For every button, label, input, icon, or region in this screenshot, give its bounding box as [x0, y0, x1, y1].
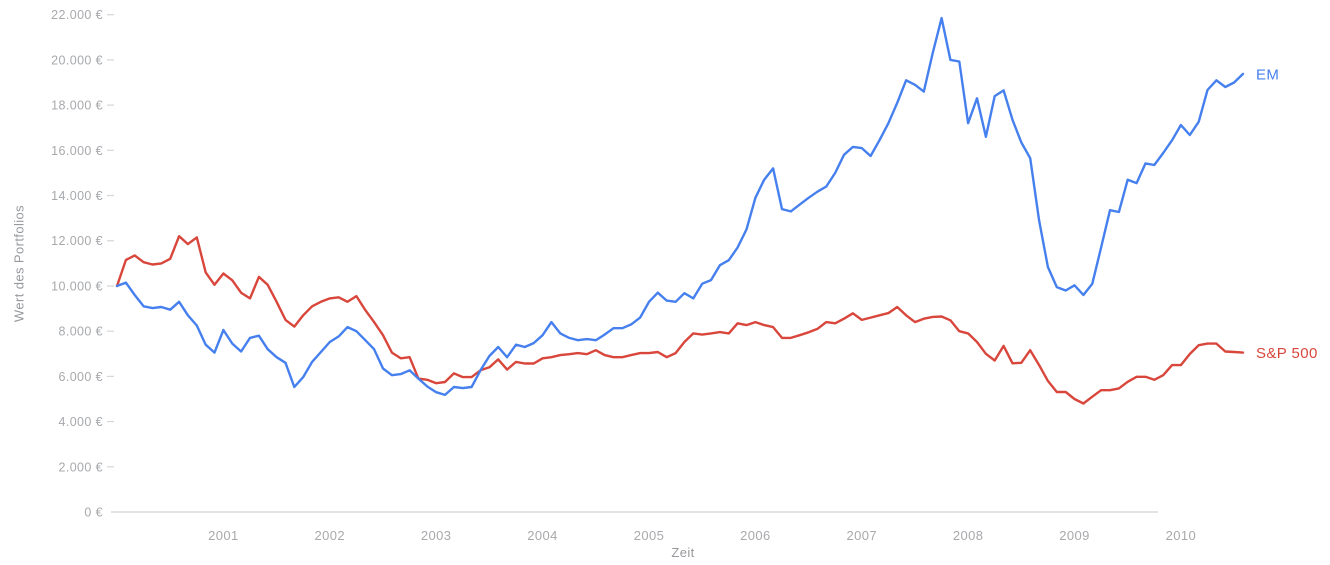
y-axis-tick-label: 2.000 € — [58, 460, 103, 474]
series-end-label-s-p-500: S&P 500 — [1256, 345, 1318, 362]
y-axis-tick-label: 14.000 € — [51, 189, 103, 203]
series-end-label-em: EM — [1256, 66, 1279, 83]
x-axis-tick-label: 2007 — [846, 528, 877, 543]
y-axis-title: Wert des Portfolios — [11, 204, 27, 323]
y-axis-tick-label: 6.000 € — [58, 370, 103, 384]
x-axis-tick-label: 2010 — [1166, 528, 1197, 543]
x-axis-tick-label: 2001 — [208, 528, 239, 543]
series-line-s-p-500[interactable] — [115, 234, 1245, 405]
x-axis-tick-label: 2003 — [421, 528, 452, 543]
x-axis-title: Zeit — [671, 545, 695, 560]
x-axis-tick-label: 2006 — [740, 528, 771, 543]
x-axis-tick-label: 2008 — [953, 528, 984, 543]
y-axis-tick-label: 8.000 € — [58, 325, 103, 339]
y-axis-tick-label: 10.000 € — [51, 279, 103, 293]
x-axis-tick-label: 2009 — [1059, 528, 1090, 543]
x-axis-tick-label: 2005 — [634, 528, 665, 543]
x-axis-tick-label: 2004 — [527, 528, 558, 543]
y-axis-tick-label: 18.000 € — [51, 99, 103, 113]
y-axis-tick-label: 16.000 € — [51, 144, 103, 158]
y-axis-tick-label: 12.000 € — [51, 234, 103, 248]
y-axis-tick-label: 0 € — [84, 506, 103, 520]
y-axis-tick-label: 4.000 € — [58, 415, 103, 429]
series-line-em[interactable] — [115, 16, 1245, 397]
y-axis-tick-label: 22.000 € — [51, 8, 103, 22]
x-axis-tick-label: 2002 — [315, 528, 346, 543]
y-axis-tick-label: 20.000 € — [51, 53, 103, 67]
